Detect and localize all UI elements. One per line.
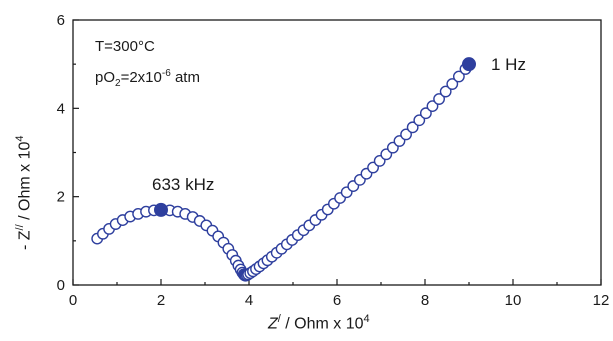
x-tick-label: 4 [245,292,253,309]
annotation-633khz: 633 kHz [152,175,215,194]
y-axis-symbol-prime: // [14,224,26,231]
data-point [419,107,432,120]
data-point [400,128,412,141]
x-tick-label: 2 [157,292,165,309]
axis-ticks [72,19,602,286]
oxygen-pressure-label: pO2=2x10-6 atm [95,68,200,89]
data-point [452,70,465,83]
y-axis-exponent: 4 [14,135,26,142]
y-axis-label: - Z// / Ohm x 104 [14,136,34,251]
y-tick-label: 4 [57,100,65,117]
x-tick-label: 6 [333,292,341,309]
annotation-1hz: 1 Hz [491,55,526,74]
po2-subscript: 2 [115,78,121,89]
x-tick-label: 12 [593,292,610,309]
data-point [433,93,445,105]
po2-prefix: pO [95,69,116,86]
y-tick-label: 0 [57,277,65,294]
tick-labels: 0 2 4 6 8 10 12 0 2 4 6 [57,12,610,309]
x-axis-symbol: Z [268,315,278,333]
po2-unit: atm [170,69,200,86]
data-point [413,114,426,127]
x-axis-symbol-prime: / [277,313,281,325]
x-axis-unit: / Ohm x 10 [280,315,364,333]
highlight-points [154,57,476,217]
x-tick-label: 0 [69,292,77,309]
po2-exponent: -6 [161,68,171,79]
data-point [426,100,439,113]
x-tick-label: 10 [505,292,522,309]
x-axis-exponent: 4 [363,313,370,325]
x-tick-label: 8 [421,292,429,309]
po2-mid: =2x10 [120,69,162,86]
data-point [406,121,419,134]
data-point [439,85,452,98]
data-points [91,63,472,282]
y-tick-label: 2 [57,189,65,206]
data-point [446,78,459,90]
x-axis-label: Z/ / Ohm x 104 [268,313,370,333]
highlight-point [462,57,476,72]
temperature-label: T=300°C [95,38,155,55]
y-tick-label: 6 [57,12,65,29]
y-axis-symbol: - Z [16,230,34,250]
y-axis-unit: / Ohm x 10 [16,141,34,225]
highlight-point [154,202,168,217]
